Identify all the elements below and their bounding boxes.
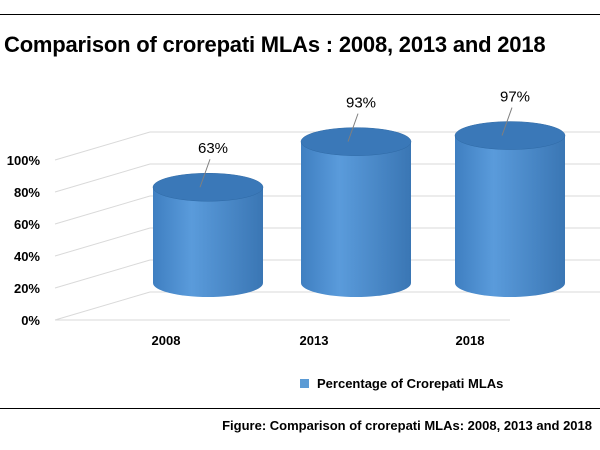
legend: Percentage of Crorepati MLAs: [300, 376, 503, 391]
bar-top-2013: [300, 127, 412, 156]
x-tick-label: 2018: [456, 333, 485, 348]
data-label-leader: [501, 107, 513, 136]
bar-top-2018: [454, 121, 566, 150]
y-tick-label: 20%: [14, 281, 40, 296]
bar-top-2008: [152, 172, 264, 202]
bar-2018: [455, 135, 565, 297]
bar-2008: [153, 187, 263, 297]
frame-top-line: [0, 14, 600, 15]
data-label-leader: [199, 159, 211, 188]
gridline-diagonal: [54, 291, 151, 321]
bar-2013: [301, 141, 411, 297]
legend-label: Percentage of Crorepati MLAs: [317, 376, 504, 391]
y-tick-label: 0%: [21, 313, 40, 328]
y-tick-label: 60%: [14, 217, 40, 232]
data-label-2018: 97%: [500, 89, 530, 106]
gridline-diagonal: [54, 163, 151, 193]
data-label-2008: 63%: [198, 140, 228, 157]
y-tick-label: 40%: [14, 249, 40, 264]
figure-caption: Figure: Comparison of crorepati MLAs: 20…: [222, 418, 592, 433]
y-tick-label: 80%: [14, 185, 40, 200]
x-tick-label: 2008: [152, 333, 181, 348]
frame-bottom-line: [0, 408, 600, 409]
legend-swatch: [300, 379, 309, 388]
gridline-diagonal: [54, 131, 151, 161]
chart-title: Comparison of crorepati MLAs : 2008, 201…: [4, 32, 546, 57]
data-label-2013: 93%: [346, 95, 376, 112]
gridline-diagonal: [54, 195, 151, 225]
y-tick-label: 100%: [7, 153, 41, 168]
gridline-diagonal: [54, 259, 151, 289]
gridline-diagonal: [54, 227, 151, 257]
x-tick-label: 2013: [300, 333, 329, 348]
data-label-leader: [347, 113, 359, 142]
